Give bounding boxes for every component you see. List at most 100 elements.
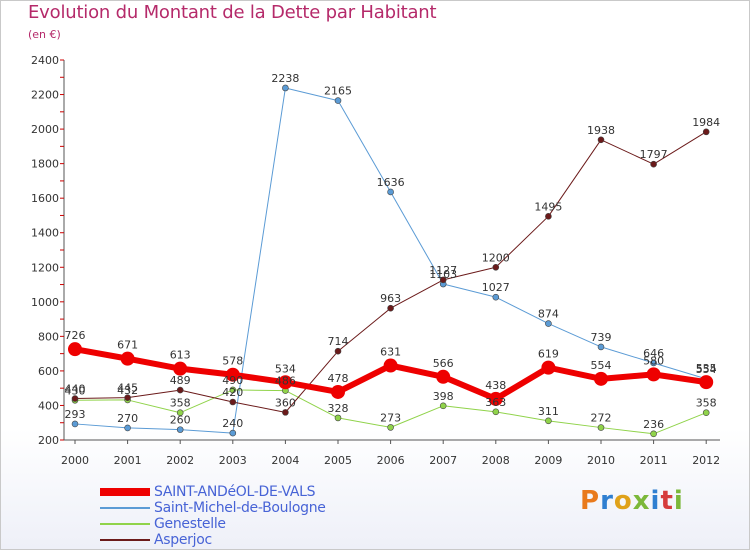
legend-swatch: [100, 539, 150, 541]
chart-title: Evolution du Montant de la Dette par Hab…: [28, 2, 437, 23]
legend-swatch: [100, 507, 150, 509]
series-point-1: [229, 429, 237, 437]
x-tick-label: 2004: [271, 454, 299, 467]
data-label-1: 1103: [429, 268, 457, 281]
data-label-3: 1797: [640, 148, 668, 161]
series-point-0: [594, 371, 608, 386]
series-point-2: [492, 408, 500, 416]
series-point-3: [124, 394, 131, 401]
series-point-1: [650, 359, 657, 367]
series-point-3: [439, 276, 447, 284]
series-point-2: [650, 430, 657, 438]
data-label-1: 1636: [377, 176, 405, 189]
chart-unit: (en €): [28, 28, 61, 41]
legend-swatch: [100, 523, 150, 525]
logo-letter: i: [650, 486, 661, 516]
y-tick-label: 2000: [31, 123, 59, 136]
y-tick-label: 2200: [31, 89, 59, 102]
series-point-0: [436, 369, 451, 384]
data-label-2: 236: [643, 418, 664, 431]
data-label-1: 2165: [324, 85, 352, 98]
series-point-3: [334, 347, 342, 355]
data-label-1: 260: [170, 414, 191, 427]
y-tick-label: 600: [38, 365, 59, 378]
y-tick-label: 1000: [31, 296, 59, 309]
y-tick-label: 1200: [31, 261, 59, 274]
series-point-3: [71, 395, 79, 402]
y-tick-label: 200: [38, 434, 59, 447]
data-label-3: 963: [380, 292, 401, 305]
x-tick-label: 2001: [114, 454, 142, 467]
logo-letter: o: [613, 486, 633, 516]
logo-letter: P: [580, 486, 601, 516]
data-label-2: 358: [170, 397, 191, 410]
series-point-3: [229, 398, 237, 406]
data-label-1: 293: [65, 408, 86, 421]
legend-label: Asperjoc: [154, 532, 212, 548]
x-tick-label: 2009: [534, 454, 562, 467]
series-point-2: [176, 409, 184, 417]
y-tick-label: 1800: [31, 158, 59, 171]
data-label-2: 490: [222, 374, 243, 387]
series-point-3: [650, 160, 657, 168]
x-tick-label: 2003: [219, 454, 247, 467]
data-label-1: 646: [643, 347, 664, 360]
x-tick-label: 2006: [377, 454, 405, 467]
series-point-2: [229, 386, 237, 394]
data-label-0: 726: [65, 329, 86, 342]
series-point-2: [334, 414, 342, 422]
data-label-0: 578: [222, 355, 243, 368]
logo-letter: r: [600, 486, 614, 516]
data-label-1: 2238: [271, 72, 299, 85]
data-label-1: 270: [117, 412, 138, 425]
x-tick-label: 2010: [587, 454, 615, 467]
data-label-2: 272: [591, 412, 612, 425]
data-label-2: 328: [328, 402, 349, 415]
data-label-1: 554: [696, 363, 717, 376]
data-label-3: 445: [117, 382, 138, 395]
series-point-2: [545, 417, 552, 425]
data-label-1: 240: [222, 417, 243, 430]
data-label-2: 430: [65, 384, 86, 397]
data-label-3: 1495: [534, 200, 562, 213]
legend-label: SAINT-ANDéOL-DE-VALS: [154, 484, 316, 500]
series-point-3: [492, 263, 500, 271]
data-label-3: 714: [328, 335, 349, 348]
data-label-3: 489: [170, 374, 191, 387]
series-point-1: [545, 320, 552, 327]
series-point-3: [597, 136, 605, 144]
data-label-1: 874: [538, 308, 559, 321]
y-tick-label: 1400: [31, 227, 59, 240]
series-point-1: [387, 188, 394, 196]
series-point-1: [71, 420, 79, 428]
series-point-1: [334, 97, 342, 104]
proxiti-logo: Proxiti: [580, 486, 684, 516]
data-label-2: 398: [433, 390, 454, 403]
series-point-2: [702, 409, 710, 417]
x-tick-label: 2012: [692, 454, 720, 467]
x-tick-label: 2007: [429, 454, 457, 467]
x-tick-label: 2011: [640, 454, 668, 467]
data-label-0: 580: [643, 354, 664, 367]
data-label-0: 535: [696, 362, 717, 375]
series-point-0: [699, 375, 714, 390]
data-label-0: 478: [328, 372, 349, 385]
data-label-1: 739: [591, 331, 612, 344]
series-point-0: [488, 391, 503, 406]
data-label-2: 358: [696, 397, 717, 410]
data-label-0: 534: [275, 362, 296, 375]
series-point-1: [282, 84, 289, 92]
data-label-0: 438: [485, 379, 506, 392]
series-point-1: [176, 426, 184, 433]
data-label-2: 363: [485, 396, 506, 409]
series-point-3: [387, 304, 394, 312]
data-label-3: 440: [65, 383, 86, 396]
legend-label: Genestelle: [154, 516, 226, 532]
logo-letter: x: [632, 486, 651, 516]
series-point-0: [68, 342, 82, 357]
data-label-0: 554: [591, 359, 612, 372]
series-point-1: [492, 293, 500, 301]
logo-letter: t: [660, 486, 674, 516]
data-label-2: 311: [538, 405, 559, 418]
